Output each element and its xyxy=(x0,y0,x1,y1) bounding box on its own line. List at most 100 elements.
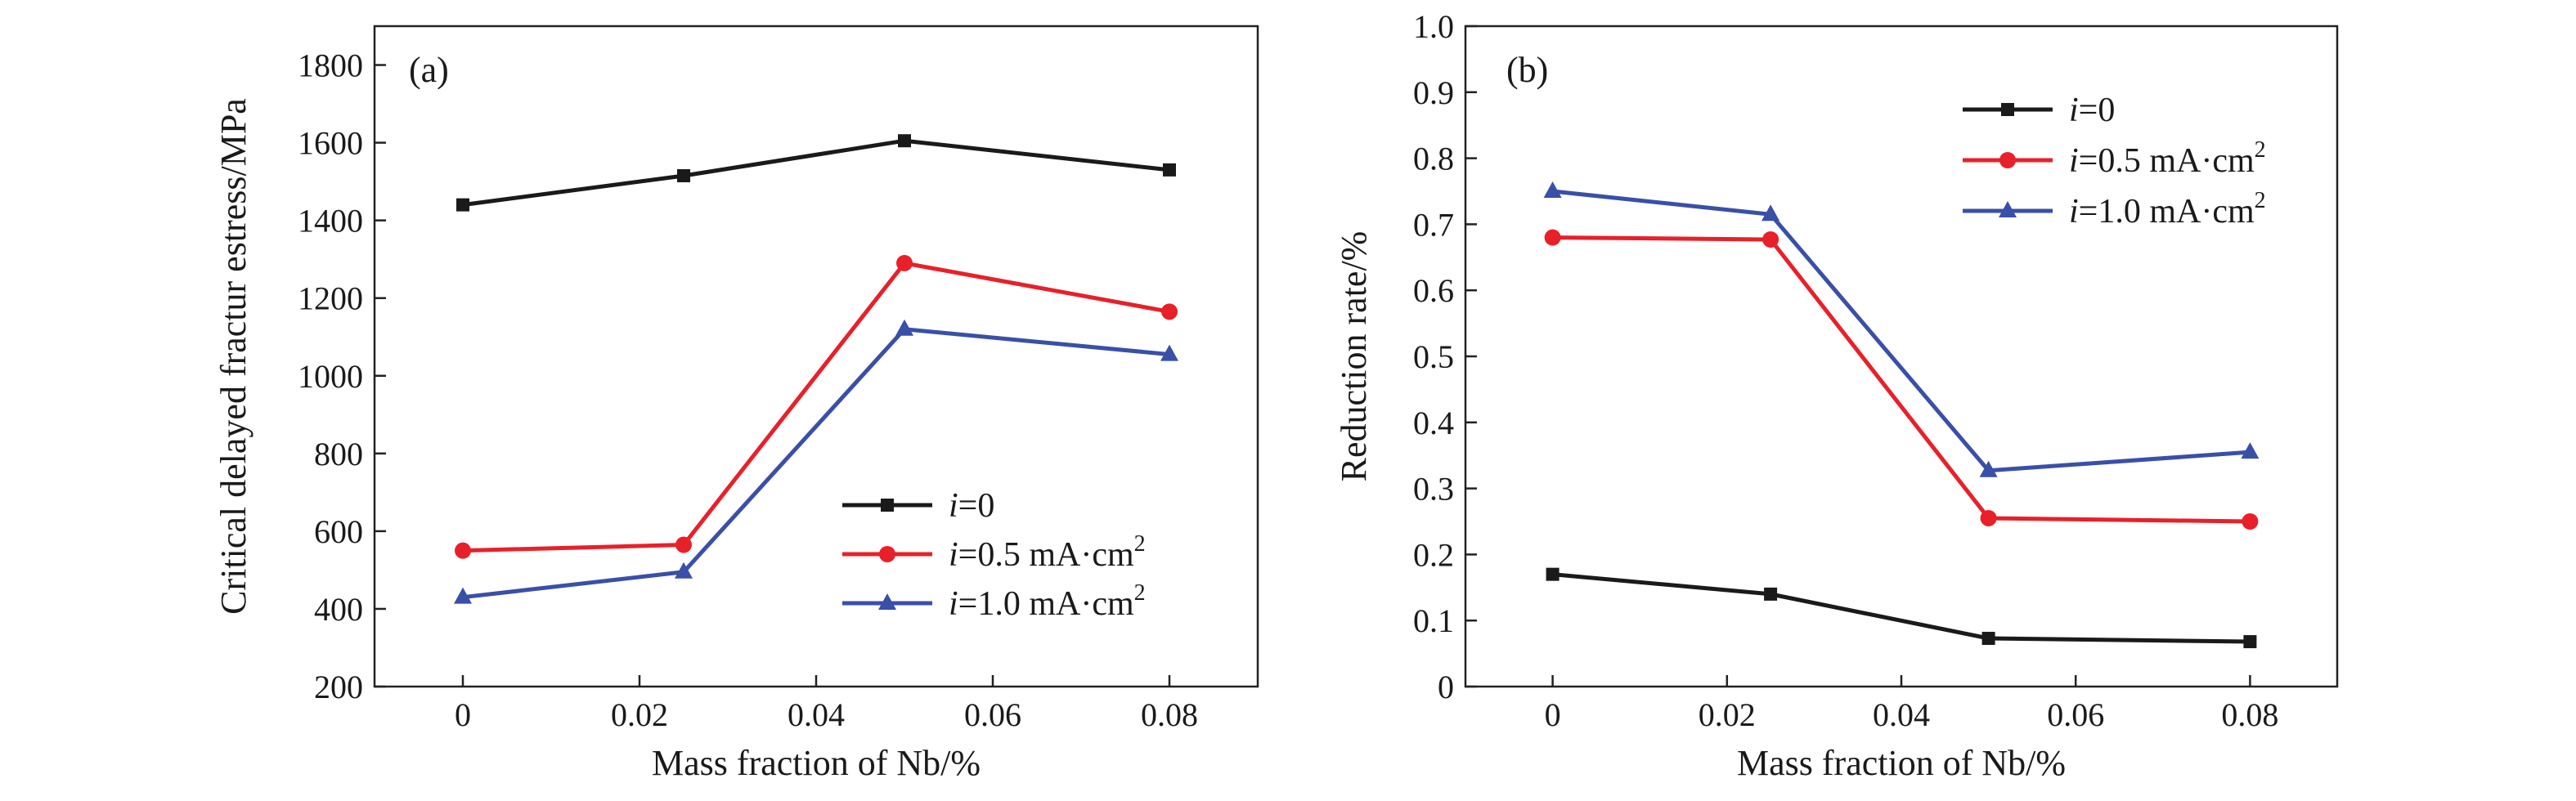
y-tick-label: 0.2 xyxy=(1413,536,1454,573)
y-tick-label: 1.0 xyxy=(1413,8,1454,45)
y-tick-label: 0.3 xyxy=(1413,471,1454,508)
data-point xyxy=(454,587,472,604)
x-tick-label: 0 xyxy=(455,696,471,733)
y-tick-label: 800 xyxy=(314,436,363,472)
legend-label: i=0.5 mA·cm2 xyxy=(949,531,1146,574)
data-point xyxy=(675,562,693,579)
panel-tag: (b) xyxy=(1506,50,1548,90)
legend-label-superscript: 2 xyxy=(2255,137,2266,163)
legend-item: i=0.5 mA·cm2 xyxy=(842,531,1146,574)
x-tick-label: 0.08 xyxy=(2221,696,2278,733)
legend-label: i=1.0 mA·cm2 xyxy=(2069,188,2266,230)
series-line xyxy=(1552,235,2251,524)
legend-label-italic: i xyxy=(949,585,958,623)
data-point xyxy=(2242,513,2259,530)
data-point xyxy=(1762,230,1779,248)
y-tick-label: 400 xyxy=(314,591,363,628)
y-tick-label: 0.5 xyxy=(1413,338,1454,375)
y-tick-label: 0.4 xyxy=(1413,405,1454,441)
data-point xyxy=(456,198,469,212)
data-point xyxy=(677,168,690,182)
legend-label-superscript: 2 xyxy=(1134,580,1146,606)
series-2 xyxy=(454,319,1178,604)
series-1 xyxy=(455,254,1178,559)
legend-label-rest: =1.0 mA·cm xyxy=(2079,193,2255,230)
y-tick-label: 600 xyxy=(314,513,363,550)
x-tick-label: 0.04 xyxy=(788,696,845,733)
x-tick-label: 0.06 xyxy=(964,696,1021,733)
legend-marker xyxy=(878,593,896,610)
y-tick-label: 0.7 xyxy=(1413,206,1454,243)
y-tick-label: 1200 xyxy=(298,280,363,317)
data-point xyxy=(896,254,913,271)
y-tick-label: 1400 xyxy=(298,203,363,239)
data-point xyxy=(898,134,911,148)
y-axis-label: Critical delayed fractur estress/MPa xyxy=(213,98,254,615)
legend-label-italic: i xyxy=(2069,142,2079,180)
data-point xyxy=(1980,509,1997,526)
x-tick-label: 0.06 xyxy=(2047,696,2104,733)
data-point xyxy=(1543,181,1562,198)
y-tick-label: 0.6 xyxy=(1413,272,1454,309)
legend-label: i=0 xyxy=(949,487,994,525)
y-tick-label: 1000 xyxy=(298,358,363,395)
data-point xyxy=(1160,344,1178,361)
legend-item: i=0 xyxy=(1963,92,2115,129)
series-2 xyxy=(1543,181,2260,477)
series-line xyxy=(462,327,1170,600)
data-point xyxy=(1761,204,1780,222)
legend-label-rest: =0.5 mA·cm xyxy=(958,536,1134,574)
legend-label-italic: i xyxy=(949,487,958,525)
legend-label-italic: i xyxy=(2069,92,2079,129)
x-tick-label: 0.08 xyxy=(1141,696,1198,733)
legend-item: i=0 xyxy=(842,487,994,525)
y-tick-label: 1800 xyxy=(298,47,363,84)
legend-label-rest: =0.5 mA·cm xyxy=(2079,142,2255,180)
chart-panel-b: 0 0.1 0.2 0.3 0.4 0.5 0.6 0.7 0.8 0.9 1.0 0 0.02 0.04… xyxy=(1334,8,2339,783)
series-0 xyxy=(456,134,1176,212)
y-tick-label: 1600 xyxy=(298,125,363,162)
data-point xyxy=(1546,567,1560,581)
panel-tag: (a) xyxy=(409,50,449,90)
y-axis-label: Reduction rate/% xyxy=(1334,231,1374,482)
series-line xyxy=(462,261,1170,553)
series-line xyxy=(462,138,1170,208)
chart-panel-a: 200 400 600 800 1000 1200 1400 1600 1800 0 0.02 0.0… xyxy=(213,25,1259,783)
data-point xyxy=(1544,229,1561,246)
x-tick-label: 0 xyxy=(1545,696,1561,733)
data-point xyxy=(1161,303,1178,320)
legend-marker xyxy=(881,499,894,512)
legend-label-italic: i xyxy=(2069,193,2079,230)
legend-marker xyxy=(2001,103,2014,116)
x-tick-label: 0.02 xyxy=(1699,696,1756,733)
legend-item: i=0.5 mA·cm2 xyxy=(1963,137,2266,180)
legend-label: i=1.0 mA·cm2 xyxy=(949,580,1146,623)
legend-label: i=0 xyxy=(2069,92,2115,129)
x-tick-label: 0.02 xyxy=(611,696,668,733)
data-point xyxy=(895,319,913,336)
legend-label-rest: =0 xyxy=(958,487,995,525)
data-point xyxy=(2243,635,2257,649)
legend-label-rest: =1.0 mA·cm xyxy=(958,585,1134,623)
series-line xyxy=(1552,189,2251,473)
data-point xyxy=(1163,163,1176,177)
x-tick-label: 0.04 xyxy=(1873,696,1930,733)
x-axis-label: Mass fraction of Nb/% xyxy=(652,743,981,783)
legend-item: i=1.0 mA·cm2 xyxy=(1963,188,2266,230)
legend-label-superscript: 2 xyxy=(1134,531,1146,557)
y-tick-label: 0.8 xyxy=(1413,141,1454,177)
series-line xyxy=(1552,572,2251,644)
y-tick-label: 0.1 xyxy=(1413,602,1454,639)
series-0 xyxy=(1546,567,2257,649)
legend-marker xyxy=(1999,152,2016,168)
x-axis-label: Mass fraction of Nb/% xyxy=(1737,743,2066,783)
legend-marker xyxy=(879,546,895,562)
legend-item: i=1.0 mA·cm2 xyxy=(842,580,1146,623)
data-point xyxy=(1764,587,1778,601)
data-point xyxy=(675,536,692,553)
legend-label: i=0.5 mA·cm2 xyxy=(2069,137,2266,180)
legend-label-rest: =0 xyxy=(2079,92,2116,129)
